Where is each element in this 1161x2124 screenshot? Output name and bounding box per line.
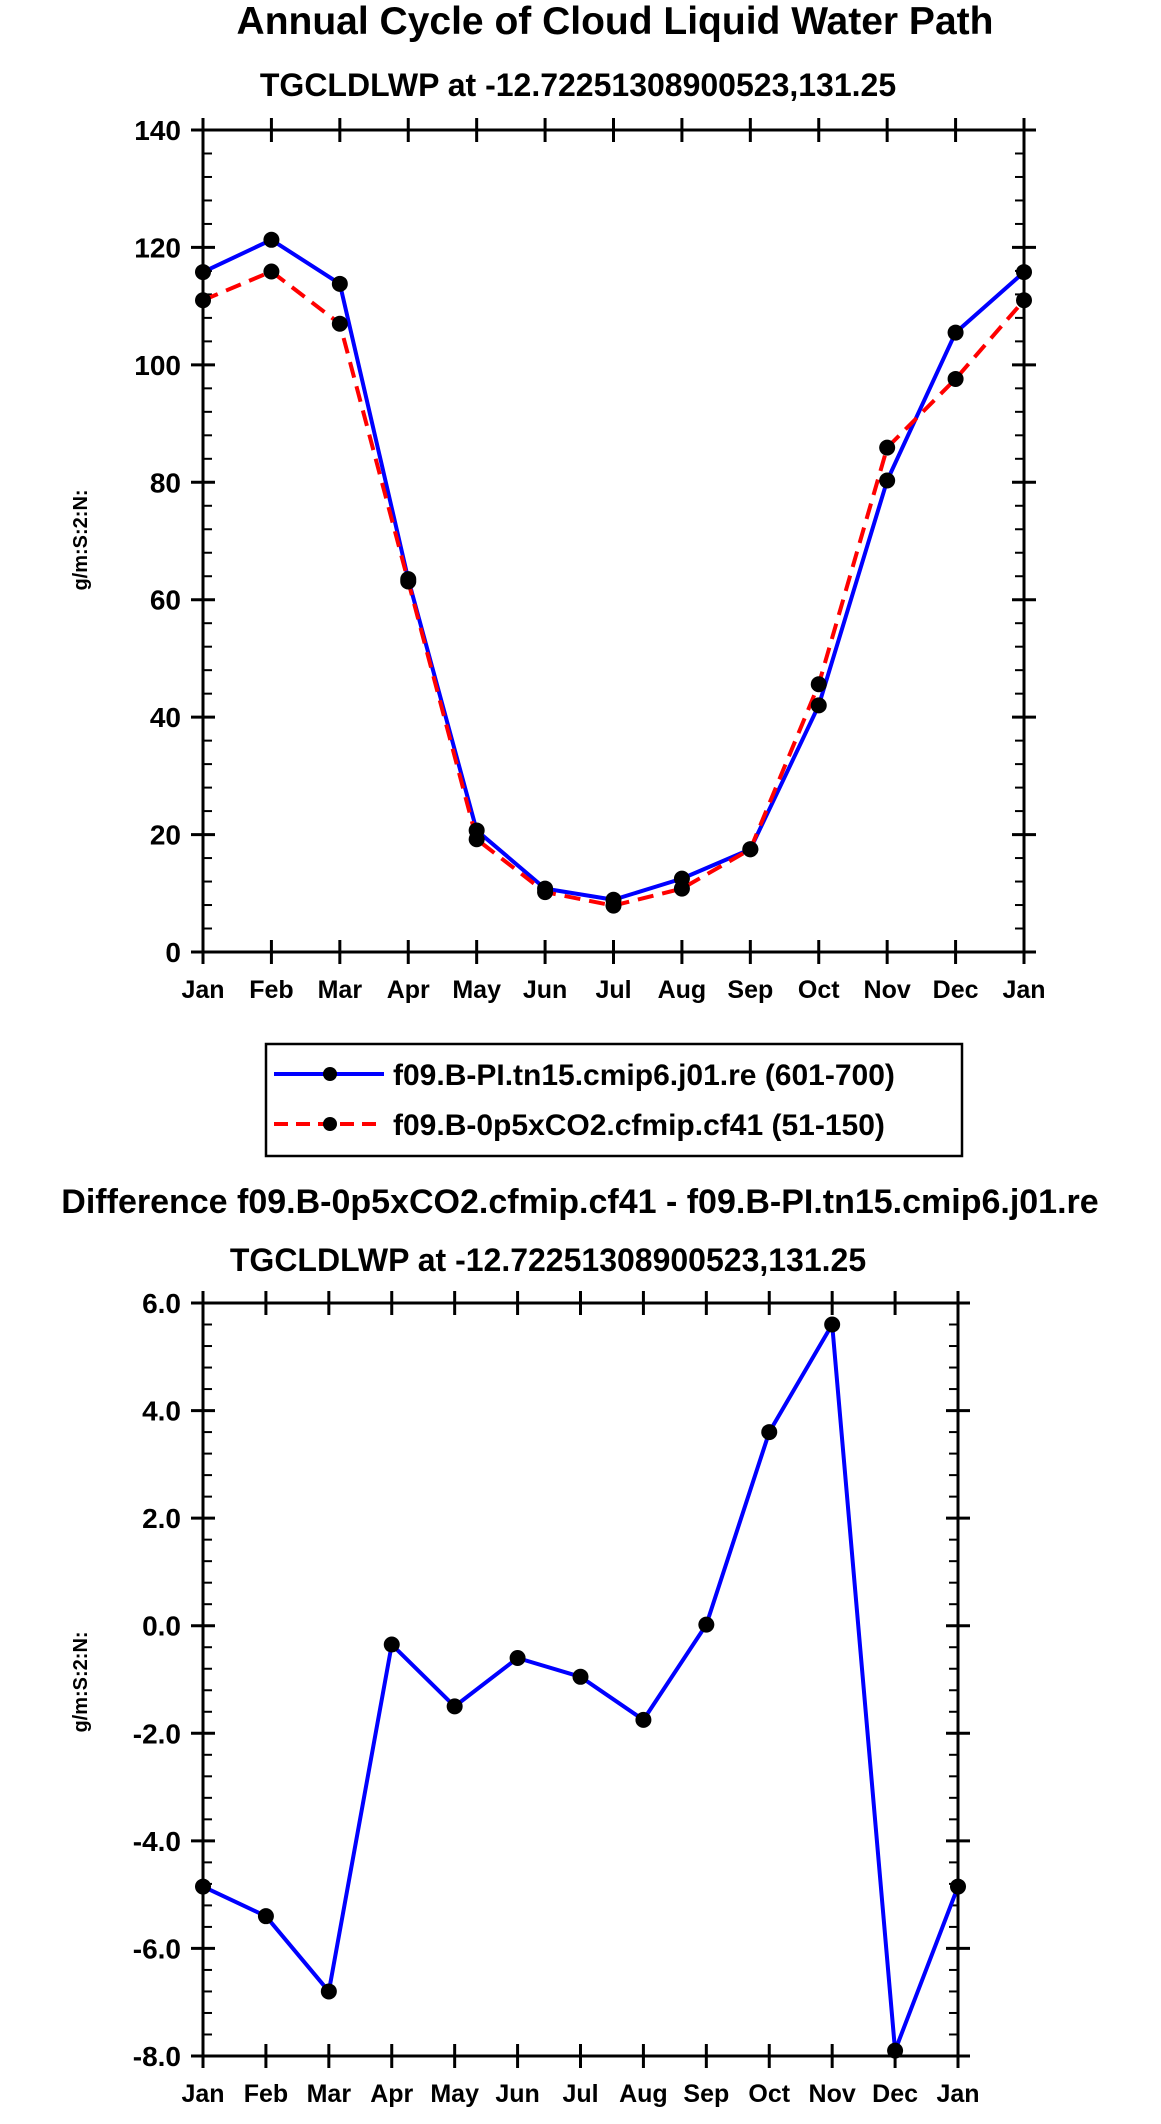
x-tick-label: Jan (181, 2080, 224, 2108)
data-point (331, 275, 348, 292)
difference-chart: Difference f09.B-0p5xCO2.cfmip.cf41 - f0… (61, 1183, 1098, 2108)
data-point (605, 897, 622, 914)
data-point (879, 439, 896, 456)
x-tick-label: Nov (809, 2080, 856, 2108)
data-point (331, 315, 348, 332)
x-tick-label: Mar (307, 2080, 352, 2108)
data-point (810, 697, 827, 714)
x-tick-label: Sep (727, 976, 773, 1004)
plot-frame (201, 1301, 960, 2058)
x-tick-label: Feb (244, 2080, 288, 2108)
x-tick-label: Oct (798, 976, 840, 1004)
chart-title: Annual Cycle of Cloud Liquid Water Path (237, 0, 994, 43)
data-point (742, 841, 759, 858)
data-point (537, 884, 554, 901)
chart-title: Difference f09.B-0p5xCO2.cfmip.cf41 - f0… (61, 1183, 1098, 1221)
annual-cycle-chart: Annual Cycle of Cloud Liquid Water Path … (70, 0, 1046, 1004)
y-tick-label: -4.0 (133, 1826, 181, 1857)
legend-entry: f09.B-0p5xCO2.cfmip.cf41 (51-150) (274, 1109, 885, 1142)
x-tick-label: Jan (1002, 976, 1045, 1004)
data-point (673, 880, 690, 897)
data-point (879, 472, 896, 489)
x-tick-label: May (452, 976, 501, 1004)
data-point (263, 263, 280, 280)
y-axis-label: g/m:S:2:N: (70, 1631, 92, 1732)
y-tick-label: 0 (165, 937, 181, 968)
legend-label: f09.B-PI.tn15.cmip6.j01.re (601-700) (393, 1059, 895, 1092)
data-point (263, 231, 280, 248)
legend-marker (323, 1117, 337, 1131)
data-point (761, 1424, 778, 1441)
data-point (947, 370, 964, 387)
data-point (400, 573, 417, 590)
chart-subtitle: TGCLDLWP at -12.72251308900523,131.25 (230, 1242, 866, 1278)
y-tick-label: 4.0 (142, 1396, 181, 1427)
x-tick-label: Jul (562, 2080, 598, 2108)
data-point (947, 324, 964, 341)
x-tick-label: Jan (181, 976, 224, 1004)
x-tick-label: Jun (523, 976, 567, 1004)
data-point (698, 1616, 715, 1633)
x-tick-label: Apr (370, 2080, 413, 2108)
legend: f09.B-PI.tn15.cmip6.j01.re (601-700) f09… (264, 1042, 964, 1158)
y-tick-label: -6.0 (133, 1933, 181, 1964)
x-tick-label: Dec (933, 976, 979, 1004)
y-tick-label: 0.0 (142, 1611, 181, 1642)
y-axis-label: g/m:S:2:N: (70, 489, 92, 590)
x-tick-label: Aug (658, 976, 707, 1004)
data-point (257, 1908, 274, 1925)
y-tick-label: 40 (150, 702, 181, 733)
x-tick-label: Nov (864, 976, 911, 1004)
x-tick-label: Apr (387, 976, 430, 1004)
y-tick-label: -2.0 (133, 1718, 181, 1749)
legend-box (264, 1042, 964, 1158)
chart-subtitle: TGCLDLWP at -12.72251308900523,131.25 (260, 67, 896, 103)
legend-entry: f09.B-PI.tn15.cmip6.j01.re (601-700) (274, 1059, 895, 1092)
series-line (202, 269, 1026, 908)
x-tick-label: Mar (318, 976, 363, 1004)
x-tick-label: Jun (495, 2080, 539, 2108)
y-tick-label: 80 (150, 467, 181, 498)
y-tick-label: 140 (134, 115, 181, 146)
x-tick-label: Aug (619, 2080, 668, 2108)
x-tick-label: Dec (872, 2080, 918, 2108)
x-tick-label: Sep (683, 2080, 729, 2108)
data-point (446, 1698, 463, 1715)
data-point (810, 676, 827, 693)
series-line (202, 237, 1026, 902)
data-point (383, 1636, 400, 1653)
data-point (468, 831, 485, 848)
data-point (572, 1668, 589, 1685)
y-tick-label: 120 (134, 232, 181, 263)
series-line (202, 1322, 960, 2053)
y-tick-label: -8.0 (133, 2041, 181, 2072)
y-tick-label: 6.0 (142, 1288, 181, 1319)
legend-label: f09.B-0p5xCO2.cfmip.cf41 (51-150) (393, 1109, 885, 1142)
y-tick-label: 2.0 (142, 1503, 181, 1534)
data-point (509, 1649, 526, 1666)
x-tick-label: Jul (595, 976, 631, 1004)
data-point (320, 1983, 337, 2000)
x-tick-label: Oct (748, 2080, 790, 2108)
y-tick-label: 100 (134, 350, 181, 381)
x-tick-label: May (430, 2080, 479, 2108)
legend-marker (323, 1067, 337, 1081)
data-point (635, 1711, 652, 1728)
y-tick-label: 20 (150, 820, 181, 851)
x-tick-label: Jan (936, 2080, 979, 2108)
plot-frame (201, 128, 1026, 954)
x-tick-label: Feb (249, 976, 293, 1004)
y-tick-label: 60 (150, 585, 181, 616)
data-point (824, 1316, 841, 1333)
